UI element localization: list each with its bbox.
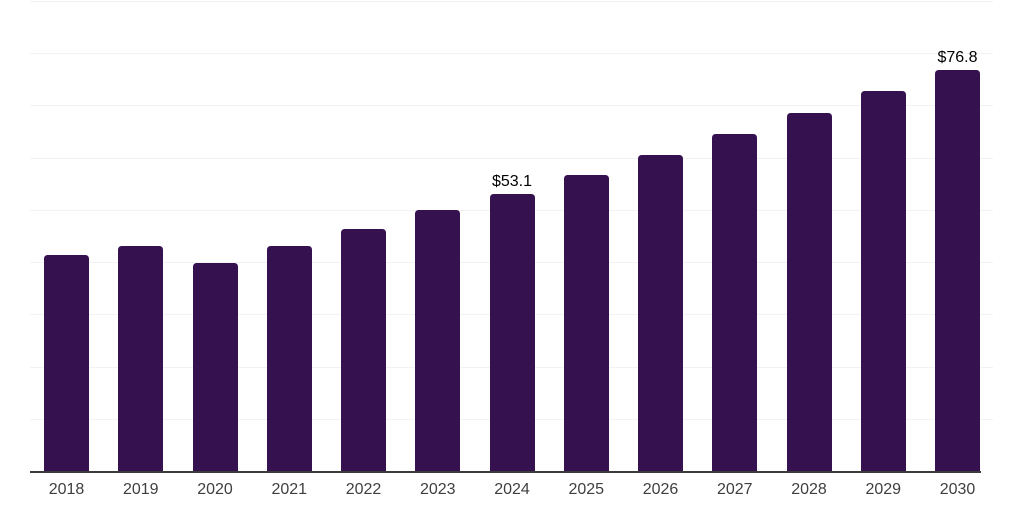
x-tick-label: 2021 <box>271 481 308 498</box>
bar-group <box>712 1 758 471</box>
bar-group: $53.1 <box>489 1 535 471</box>
bar-group <box>266 1 312 471</box>
bar-2027 <box>712 133 758 471</box>
bar-2026 <box>638 154 683 471</box>
bar-value-label: $53.1 <box>491 172 533 190</box>
bar-group <box>638 1 683 471</box>
bar-group <box>118 1 164 471</box>
bar-2020 <box>192 262 238 471</box>
gridline <box>30 53 993 55</box>
bar-group <box>786 1 832 471</box>
x-tick-label: 2027 <box>716 481 753 498</box>
bars-row: $53.1 $76.8 <box>44 1 980 471</box>
bar-2024 <box>489 193 535 471</box>
bar-group <box>192 1 238 471</box>
bar-group <box>341 1 386 471</box>
x-tick-label: 2022 <box>345 481 382 498</box>
bar-value-label: $76.8 <box>937 48 978 66</box>
x-tick-label: 2019 <box>122 481 159 498</box>
bar-group <box>415 1 461 471</box>
x-tick-label: 2023 <box>419 481 456 498</box>
x-tick-label: 2028 <box>791 481 827 498</box>
bar-group: $76.8 <box>935 1 980 471</box>
x-tick-label: 2024 <box>494 481 530 498</box>
x-tick-label: 2030 <box>939 481 976 498</box>
gridline <box>30 105 993 107</box>
bar-group <box>563 1 609 471</box>
bar-group <box>860 1 906 471</box>
bar-2028 <box>786 112 832 471</box>
x-tick-label: 2029 <box>865 481 902 498</box>
bar-2023 <box>415 210 461 471</box>
bar-2029 <box>860 91 906 471</box>
bar-2018 <box>44 255 89 471</box>
bar-group <box>44 1 89 471</box>
x-tick-label: 2026 <box>642 481 679 498</box>
x-tick-label: 2018 <box>48 481 85 498</box>
x-axis-labels: 2018 2019 2020 2021 2022 2023 2024 2025 2026 2027… <box>44 472 980 498</box>
x-tick-label: 2025 <box>568 481 605 498</box>
plot-area: $53.1 $76.8 <box>30 1 993 473</box>
gridline <box>30 1 993 2</box>
bar-2022 <box>341 229 386 471</box>
bar-2025 <box>563 174 609 471</box>
bar-2019 <box>118 245 164 471</box>
bar-2030 <box>935 69 980 471</box>
x-axis-line <box>30 471 981 473</box>
x-tick-label: 2020 <box>197 481 233 498</box>
gridline <box>30 157 993 159</box>
bar-2021 <box>266 246 312 471</box>
